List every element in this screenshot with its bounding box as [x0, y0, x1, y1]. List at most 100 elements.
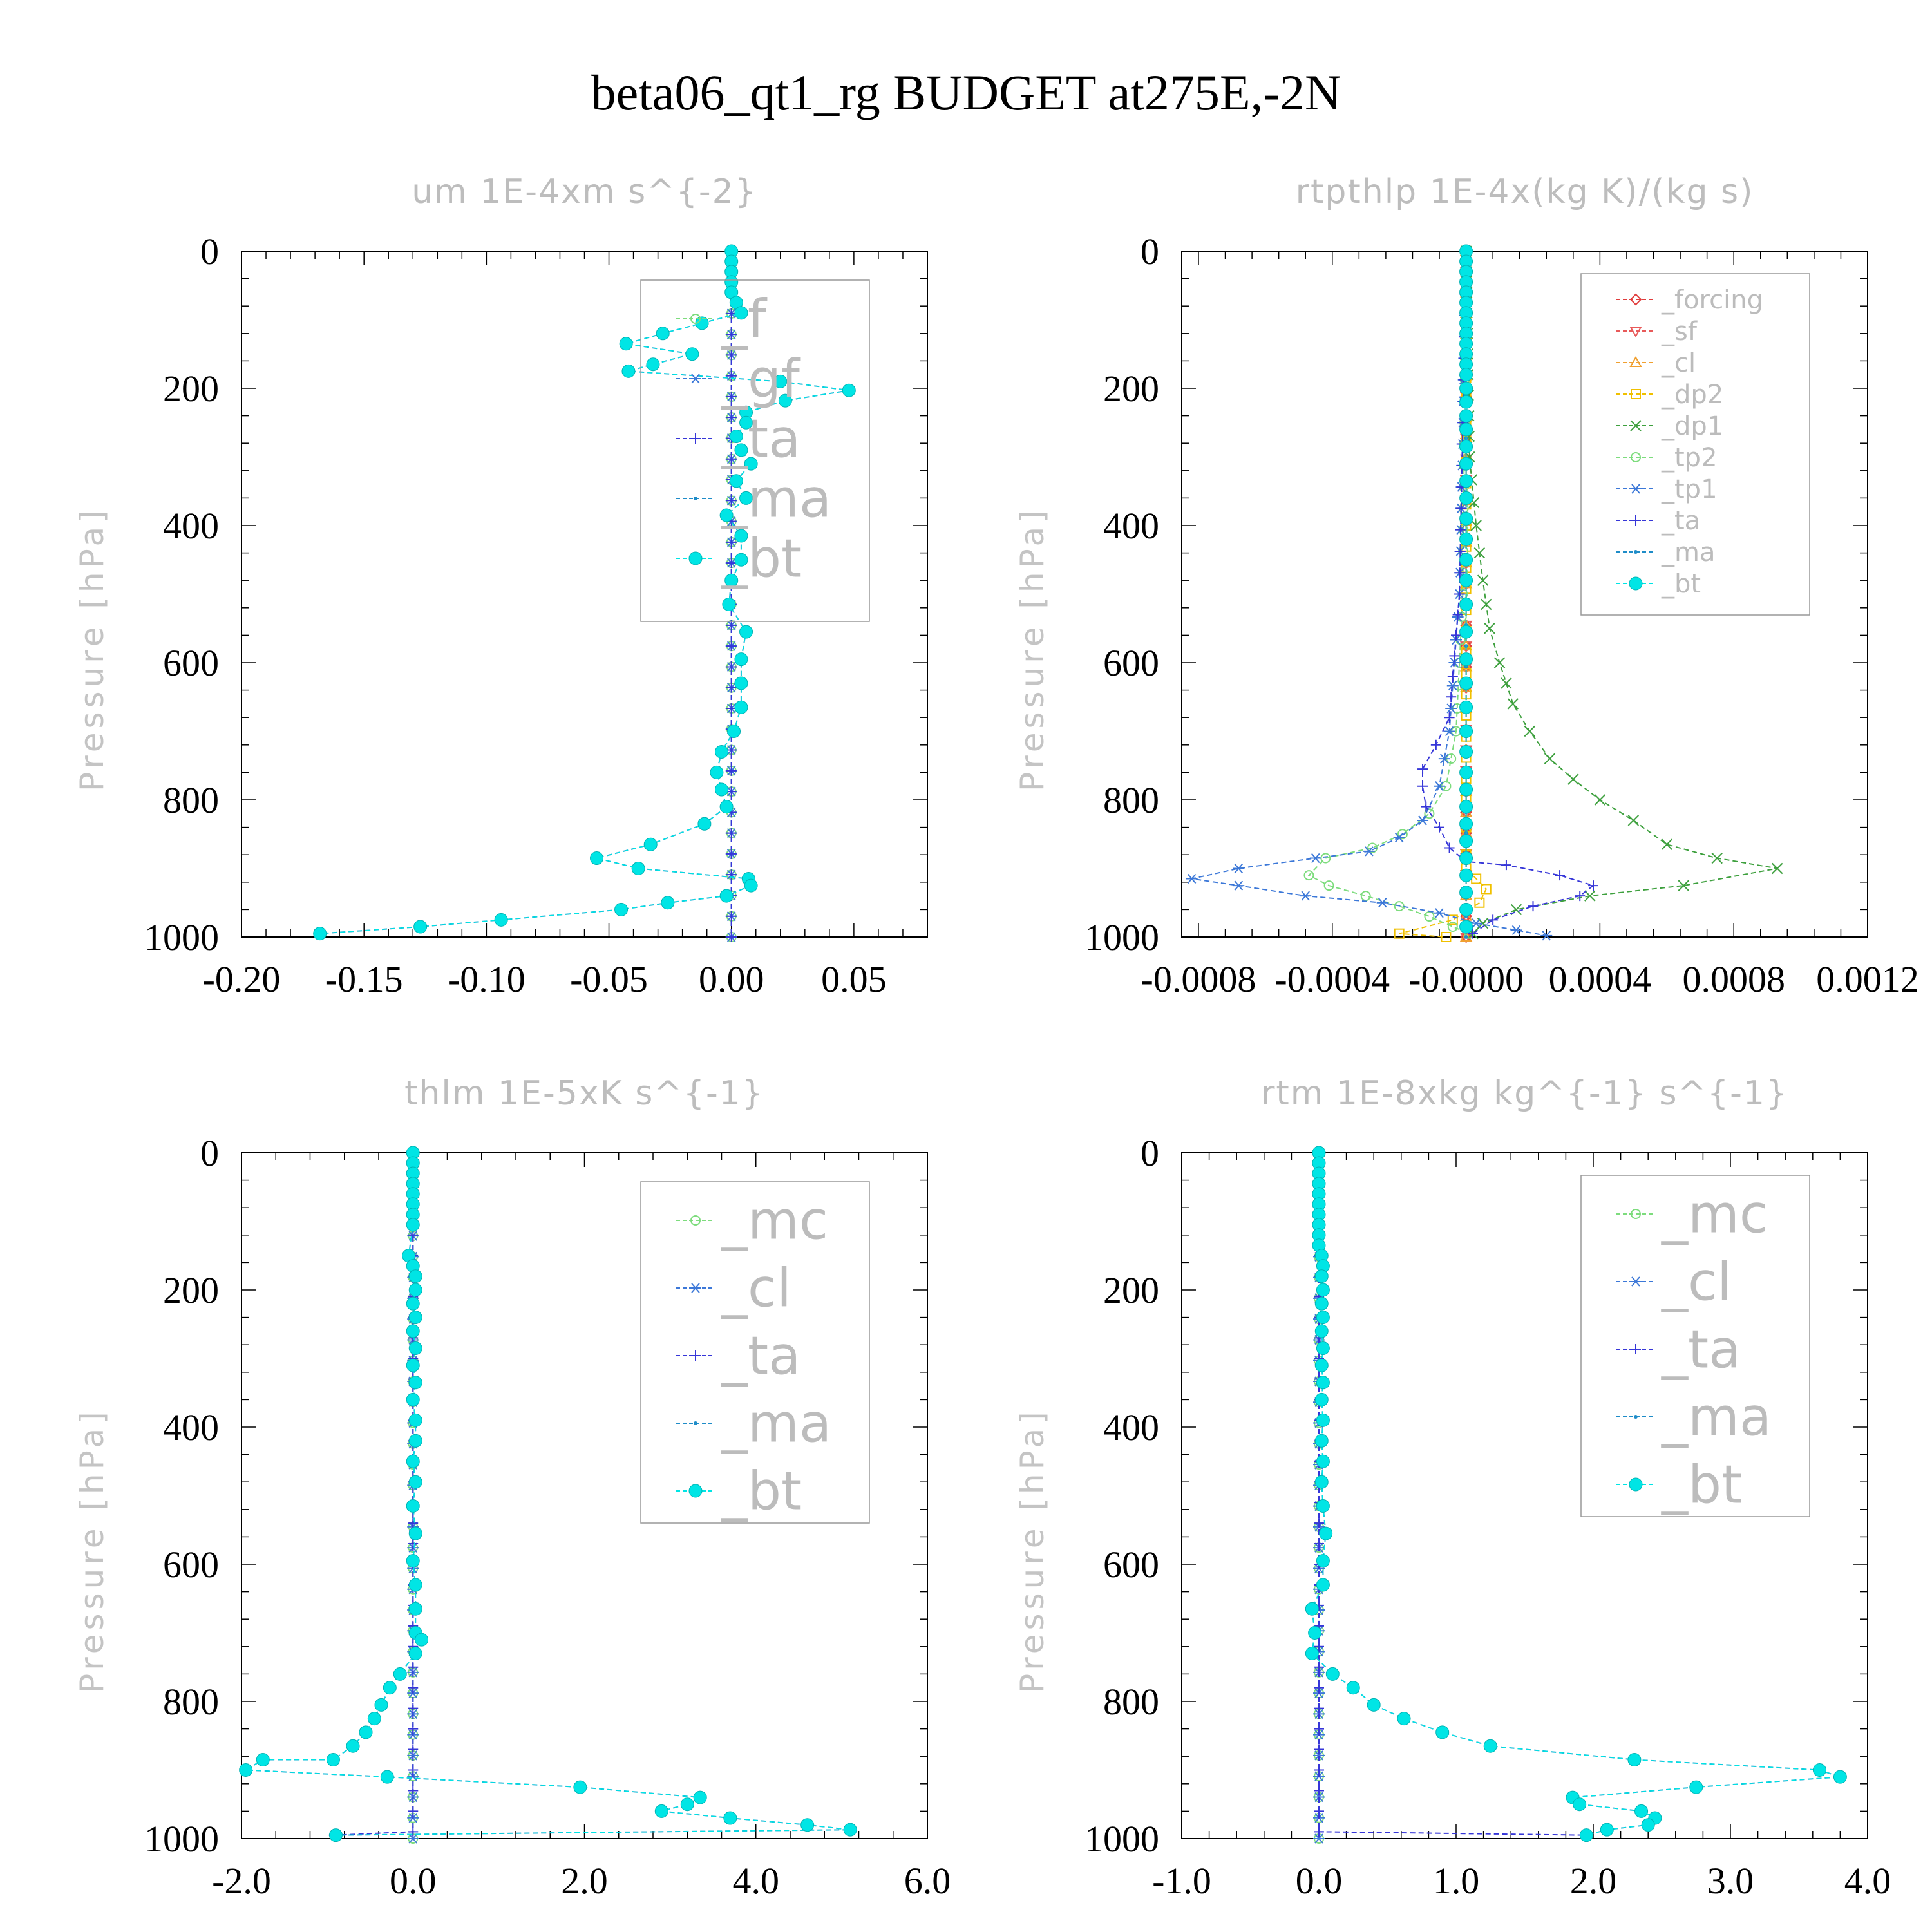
y-tick-label: 1000 [1084, 916, 1159, 958]
legend-label: _dp1 [1661, 412, 1723, 441]
data-point [1501, 860, 1511, 871]
data-point [406, 1392, 420, 1406]
data-point [621, 364, 636, 378]
data-point [1459, 368, 1473, 382]
data-point [1314, 1785, 1324, 1796]
legend-label: _tp2 [1661, 443, 1718, 473]
data-point [744, 457, 758, 471]
data-point [1470, 918, 1482, 929]
data-point [685, 347, 699, 361]
data-point [408, 1765, 419, 1776]
data-point [367, 1712, 381, 1726]
legend-rtpthlp: _forcing_sf_cl_dp2_dp1_tp2_tp1_ta_ma_bt [1580, 273, 1810, 616]
legend-label: _dp2 [1661, 380, 1723, 410]
panel-rtpthlp: -0.0008 -0.0004 -0.0000 0.0004 0.0008 0.0012 0… [1014, 173, 1919, 1000]
data-point [408, 1826, 419, 1837]
data-point [1455, 503, 1466, 514]
data-point [1446, 680, 1459, 691]
data-point [1314, 1765, 1324, 1776]
data-point [408, 1526, 422, 1540]
legend-marker [694, 1421, 697, 1425]
data-point [406, 1296, 420, 1311]
y-tick-label: 200 [1103, 1269, 1159, 1311]
legend-entry-bt: _bt [1616, 569, 1701, 599]
x-tick-label: -0.10 [448, 958, 526, 1000]
data-point [1833, 1770, 1847, 1784]
data-point [726, 828, 737, 838]
data-point [1627, 1753, 1642, 1767]
legend-label: _sf [1661, 317, 1698, 346]
data-point [1443, 726, 1455, 737]
legend-marker [1631, 1344, 1641, 1354]
data-point [1314, 1269, 1329, 1283]
x-tick-label: 4.0 [733, 1860, 780, 1902]
data-point [326, 1753, 340, 1767]
legend-label: _bt [721, 1461, 802, 1522]
data-point [715, 744, 728, 759]
data-point [1661, 838, 1672, 850]
data-point [1444, 712, 1455, 723]
data-point [656, 327, 670, 341]
data-point [729, 474, 743, 488]
data-point [1510, 925, 1522, 936]
data-point [1445, 703, 1457, 714]
data-point [1319, 1526, 1333, 1540]
data-point [1641, 1818, 1655, 1832]
legend-entry-mc: _mc [676, 1191, 828, 1252]
x-tick-label: -0.0008 [1141, 958, 1256, 1000]
legend-label: _cl [721, 1258, 791, 1320]
data-point [494, 913, 508, 927]
data-point [1397, 1712, 1411, 1726]
data-point [408, 1434, 422, 1448]
data-point [631, 862, 645, 875]
legend-label: _cl [1661, 348, 1696, 378]
legend-thlm: _mc_cl_ta _ma_bt [640, 1181, 870, 1524]
data-point [1459, 724, 1473, 738]
legend-entry-bt: _bt [676, 1461, 802, 1522]
data-point [374, 1698, 388, 1712]
data-point [1459, 422, 1473, 437]
series-bt [313, 244, 856, 941]
data-point [726, 370, 737, 381]
y-tick-label: 800 [1103, 1681, 1159, 1723]
data-point [1314, 1806, 1324, 1817]
data-point [654, 1804, 668, 1818]
series-line [1307, 251, 1470, 934]
data-point [1588, 880, 1598, 891]
data-point [646, 357, 660, 372]
legend-marker [1630, 1276, 1642, 1287]
legend-entry-dp2: _dp2 [1616, 380, 1723, 410]
data-point [407, 1792, 419, 1803]
y-tick-label: 0 [1141, 1132, 1159, 1174]
data-point [1459, 851, 1473, 866]
data-point [1309, 853, 1321, 864]
data-point [1459, 597, 1473, 611]
legend-entry-ma: _ma [1616, 538, 1715, 567]
legend-entry-sf: _sf [1616, 317, 1698, 346]
legend-entry-bt: _bt [676, 529, 802, 590]
data-point [719, 800, 734, 814]
data-point [1459, 409, 1473, 423]
legend-marker [1629, 576, 1643, 591]
data-point [842, 383, 856, 397]
series-dp1 [1460, 245, 1783, 940]
legend-label: _f [721, 289, 768, 350]
data-point [1313, 1750, 1325, 1761]
data-point [726, 536, 737, 547]
legend-entry-gf: _gf [676, 349, 801, 410]
legend-marker [690, 433, 701, 444]
data-point [1308, 1626, 1322, 1640]
data-point [1438, 753, 1450, 764]
plot-frame-rtpthlp [1181, 251, 1868, 938]
data-point [1459, 532, 1473, 546]
data-point [719, 889, 734, 903]
x-tick-label: -0.0000 [1408, 958, 1524, 1000]
y-axis-label: Pressure [hPa] [73, 506, 111, 791]
x-tick-label: 0.0004 [1549, 958, 1652, 1000]
legend-marker [694, 497, 697, 500]
data-point [1424, 808, 1435, 819]
data-point [408, 1475, 422, 1489]
data-point [1313, 1833, 1325, 1844]
data-point [1417, 764, 1428, 775]
data-point [408, 1682, 419, 1693]
